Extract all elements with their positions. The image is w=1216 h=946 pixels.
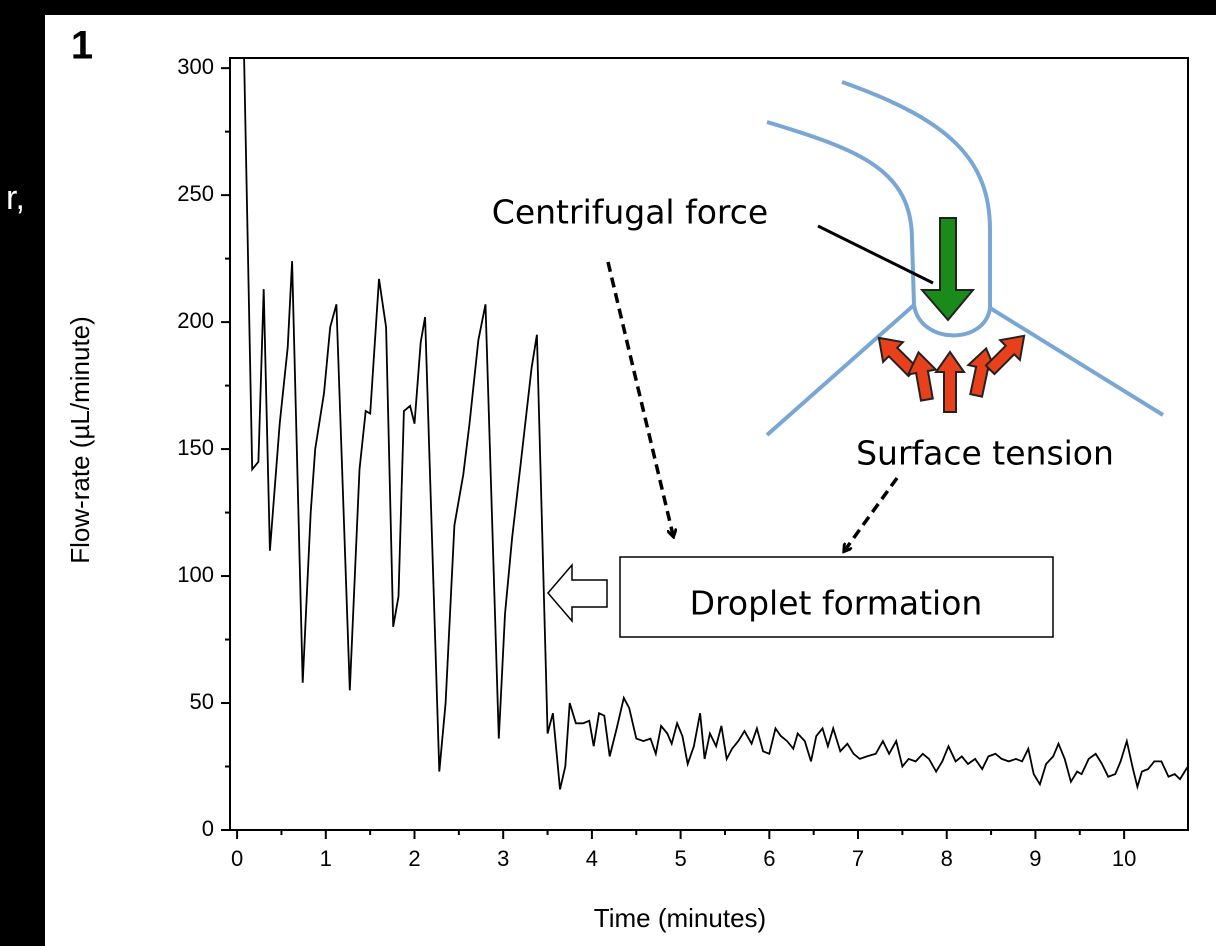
y-tick-label: 50 [190,689,214,714]
x-axis-label: Time (minutes) [594,903,766,933]
data-line [243,58,1188,791]
red-arrow [906,350,938,402]
x-tick-label: 2 [408,846,420,871]
edge-text: r, [6,179,25,217]
red-arrow [984,334,1026,376]
dashed-arrow [606,261,673,535]
y-tick-label: 200 [177,308,214,333]
y-tick-label: 0 [202,816,214,841]
diagram [765,80,1165,437]
red-arrow [934,350,966,413]
y-tick-label: 150 [177,435,214,460]
x-tick-label: 7 [852,846,864,871]
y-axis-label: Flow-rate (µL/minute) [65,316,95,564]
x-tick-label: 10 [1112,846,1136,871]
green-arrow [919,217,976,322]
annotation: Droplet formation [690,584,983,623]
y-tick-label: 300 [177,54,214,79]
force-arrows [877,217,1026,413]
leader-line [817,224,934,285]
x-tick-label: 4 [586,846,598,871]
x-tick-label: 3 [497,846,509,871]
x-tick-label: 9 [1029,846,1041,871]
x-tick-label: 6 [763,846,775,871]
annotation-box [619,556,1054,638]
x-tick-label: 5 [674,846,686,871]
panel-label: 1 [71,24,93,68]
x-tick-label: 1 [320,846,332,871]
channel-wall [765,120,917,437]
x-tick-label: 0 [231,846,243,871]
meniscus [912,304,992,338]
y-tick-label: 250 [177,181,214,206]
panel [45,15,1216,946]
annotation: Surface tension [856,434,1114,473]
x-tick-label: 8 [941,846,953,871]
channel-wall [841,80,1165,417]
hollow-arrow [547,562,608,624]
y-tick-label: 100 [177,562,214,587]
annotation: Centrifugal force [492,193,768,232]
plot-frame [229,57,1189,831]
